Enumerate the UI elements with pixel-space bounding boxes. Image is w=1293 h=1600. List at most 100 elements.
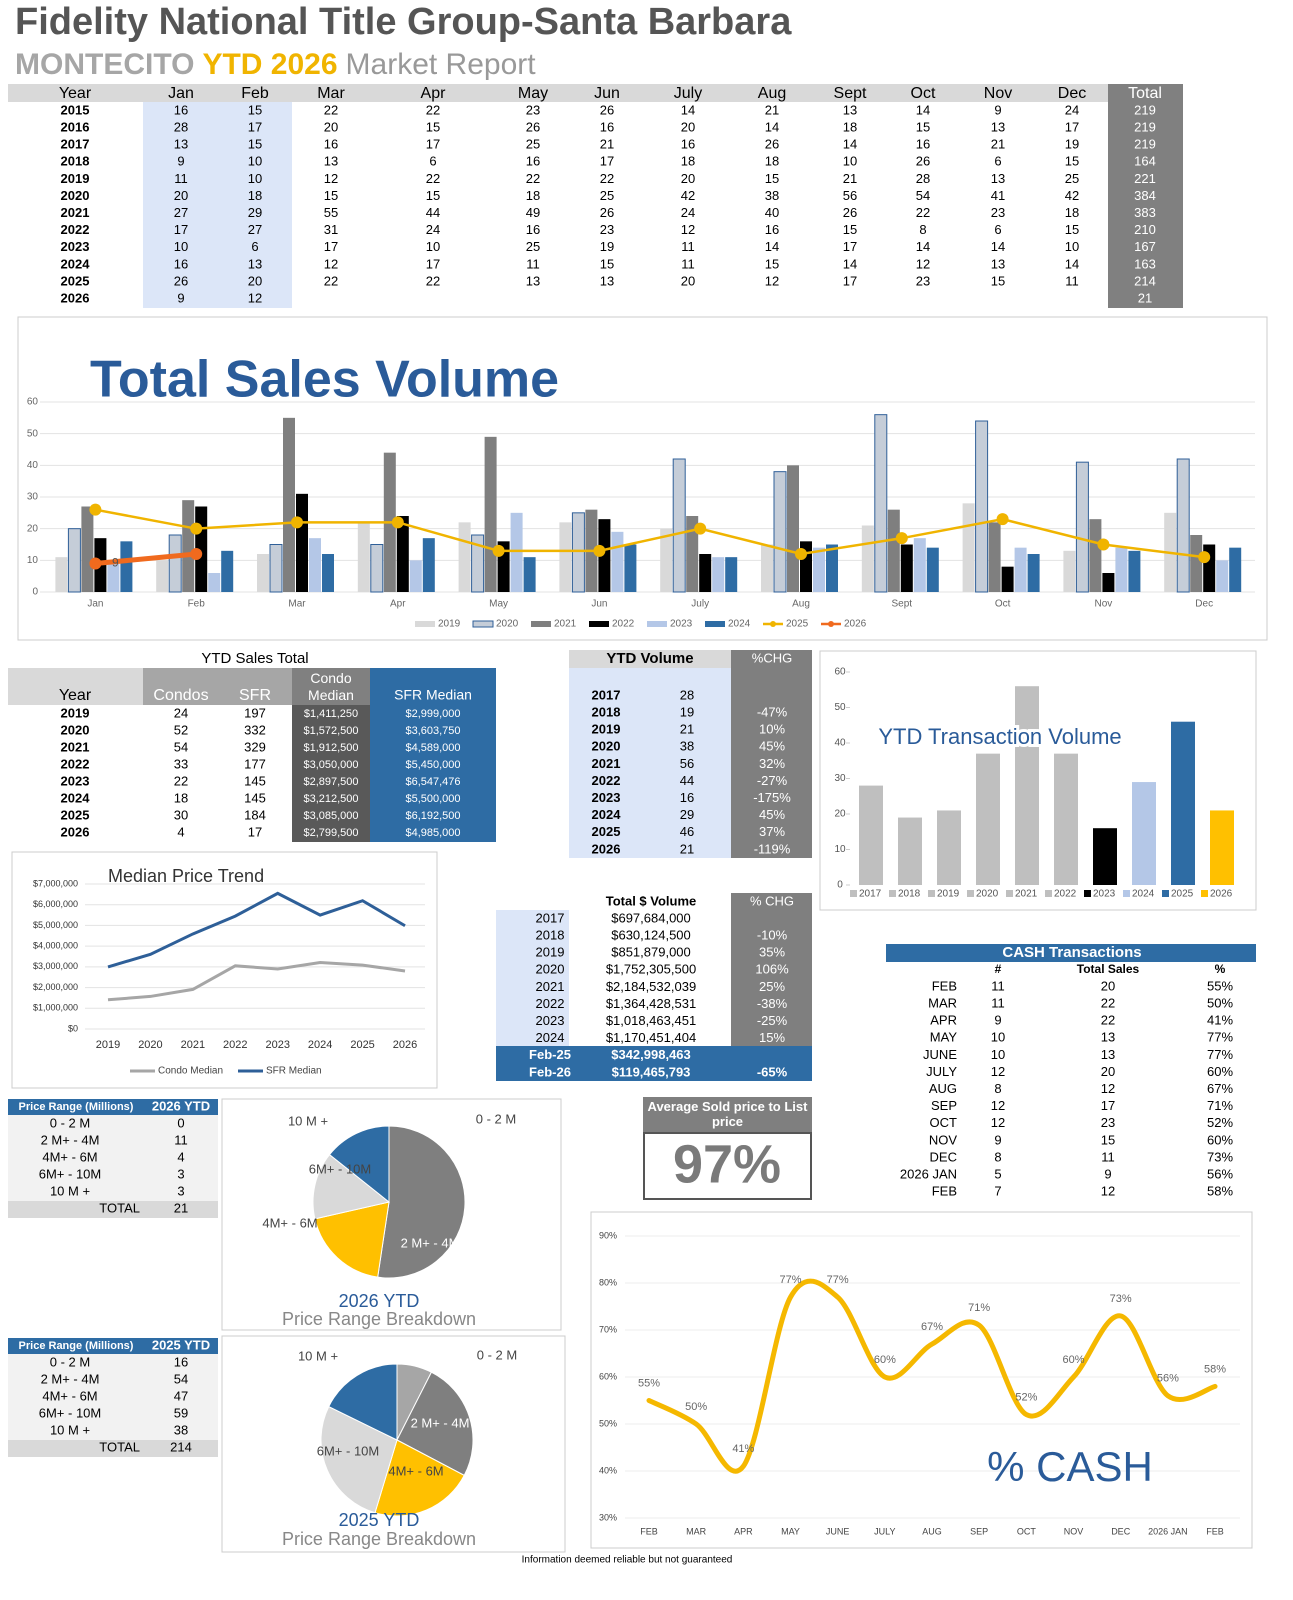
bar	[67, 528, 81, 593]
cell: 22	[526, 171, 540, 186]
y-tick-label: 0	[32, 587, 38, 598]
cell: 15	[1065, 222, 1079, 237]
cell: $3,212,500	[303, 793, 358, 805]
cell: 10	[248, 154, 262, 169]
cell: 25	[600, 188, 614, 203]
y-tick-label: 30	[834, 773, 846, 784]
data-label: 52%	[1015, 1392, 1037, 1404]
cell: 14	[1065, 256, 1079, 271]
table-header-bg	[8, 84, 1108, 102]
bar	[1102, 573, 1115, 592]
cell: 16	[174, 256, 188, 271]
cell: 4	[177, 824, 184, 839]
row-year: 2024	[61, 256, 91, 271]
cell: 22	[174, 773, 188, 788]
body-bg	[8, 1115, 218, 1201]
series-marker	[694, 522, 707, 535]
row-total: 164	[1134, 154, 1156, 169]
cell: 12	[248, 291, 262, 306]
cell: 45%	[759, 807, 785, 822]
data-label: 71%	[968, 1302, 990, 1314]
cell: 20	[248, 273, 262, 288]
row-period: 2022	[536, 996, 565, 1011]
cell: 332	[244, 722, 266, 737]
legend-label: 2024	[728, 619, 751, 630]
y-tick-label: $1,000,000	[33, 1003, 78, 1013]
cell: $1,170,451,404	[606, 1030, 696, 1045]
data-label: 67%	[921, 1321, 943, 1333]
row-label: SEP	[931, 1098, 957, 1113]
legend-label: 2026	[1210, 889, 1233, 900]
row-year: 2021	[61, 739, 90, 754]
legend-label: 2022	[612, 619, 635, 630]
x-tick-label: OCT	[1017, 1526, 1037, 1536]
cell: 55	[324, 205, 338, 220]
row-year: 2024	[592, 807, 622, 822]
cell: 41%	[1207, 1013, 1233, 1028]
legend-swatch	[967, 890, 974, 897]
data-label: 9	[112, 556, 119, 570]
bar	[900, 544, 913, 592]
cell: 6	[429, 154, 436, 169]
legend-swatch	[1045, 890, 1052, 897]
row-year: 2022	[61, 222, 90, 237]
y-tick-label: $7,000,000	[33, 878, 78, 888]
cell: $5,450,000	[405, 759, 460, 771]
cell: 24	[426, 222, 440, 237]
cell: -25%	[757, 1013, 788, 1028]
cell: 20	[681, 171, 695, 186]
pie-slice	[374, 1439, 465, 1517]
y-tick-label: 60	[27, 397, 39, 408]
cell: 35%	[759, 945, 785, 960]
bar	[672, 458, 686, 593]
data-label: 41%	[732, 1443, 754, 1455]
x-tick-label: Jun	[591, 599, 607, 610]
cell: -119%	[754, 841, 791, 856]
chart-subtitle: Price Range Breakdown	[282, 1309, 476, 1329]
bar	[168, 534, 182, 593]
x-tick-label: 2026	[393, 1039, 417, 1051]
cell: 59	[174, 1405, 188, 1420]
cell: -47%	[757, 705, 788, 720]
column-header: Dec	[1058, 85, 1086, 102]
cell: 21	[680, 841, 694, 856]
cell: 27	[248, 222, 262, 237]
legend-swatch	[1084, 890, 1091, 897]
y-tick-label: $4,000,000	[33, 941, 78, 951]
x-tick-label: JULY	[874, 1526, 895, 1536]
legend-label: 2020	[976, 889, 999, 900]
body-bg	[8, 1354, 218, 1440]
cell: $3,603,750	[405, 725, 460, 737]
cell: 30	[174, 807, 188, 822]
y-tick-label: 40%	[599, 1465, 617, 1475]
cell: 16	[916, 137, 930, 152]
cell: 31	[324, 222, 338, 237]
total-label: TOTAL	[99, 1200, 140, 1215]
y-tick-label: 50	[834, 702, 846, 713]
pie-slice	[328, 1363, 398, 1441]
total-value: 214	[170, 1439, 192, 1454]
row-total: 214	[1134, 273, 1156, 288]
column-bg	[731, 893, 812, 1046]
cell: 16	[680, 790, 694, 805]
slice-label: 6M+ - 10M	[317, 1443, 380, 1458]
cell: 22	[426, 171, 440, 186]
series-marker	[89, 557, 102, 570]
cell: 177	[244, 756, 266, 771]
cell: 29	[248, 205, 262, 220]
bar	[773, 471, 787, 593]
table-title: CASH Transactions	[1002, 944, 1141, 961]
chart-subtitle: Price Range Breakdown	[282, 1529, 476, 1549]
bar	[1171, 721, 1195, 885]
bar	[471, 534, 485, 593]
cell: 19	[600, 239, 614, 254]
y-tick-label: 10	[27, 555, 39, 566]
cell: 24	[681, 205, 695, 220]
cell: 14	[765, 239, 779, 254]
y-tick-label: 40	[834, 738, 846, 749]
row-total: 383	[1134, 205, 1156, 220]
cell: 6	[251, 239, 258, 254]
cell: 28	[916, 171, 930, 186]
cell: 18	[174, 790, 188, 805]
row-year: 2017	[61, 137, 90, 152]
